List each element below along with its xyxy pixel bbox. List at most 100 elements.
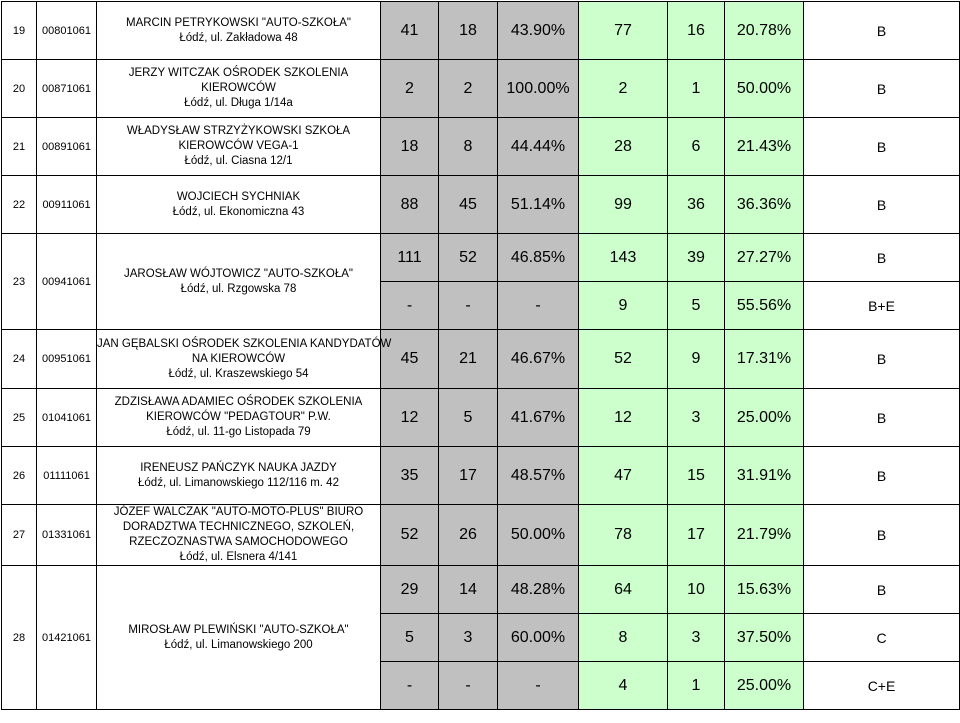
name-line: WOJCIECH SYCHNIAK (176, 190, 301, 203)
name-line: Łódź, ul. Limanowskiego 112/116 m. 42 (138, 476, 339, 489)
theory-attempts: 52 (380, 504, 439, 566)
name-line: IRENEUSZ PAŃCZYK NAUKA JAZDY (140, 461, 337, 474)
name-line: JÓZEF WALCZAK "AUTO-MOTO-PLUS" BIURO (113, 506, 364, 518)
name-line: Łódź, ul. Rzgowska 78 (180, 282, 297, 295)
name-line: KIEROWCÓW "PEDAGTOUR" P.W. (146, 411, 331, 423)
practical-pass-rate: 27.27% (724, 233, 804, 282)
school-code: 01111061 (36, 446, 97, 505)
theory-attempts: - (380, 281, 439, 330)
theory-attempts: 111 (380, 233, 439, 282)
school-code: 00871061 (36, 59, 97, 118)
theory-passed: 14 (438, 565, 498, 614)
school-name-address: JÓZEF WALCZAK "AUTO-MOTO-PLUS" BIURO DORA… (96, 504, 381, 566)
name-line: JAROSŁAW WÓJTOWICZ "AUTO-SZKOŁA" (123, 267, 354, 280)
theory-passed: 5 (438, 388, 498, 447)
name-line: Łódź, ul. Elsnera 4/141 (179, 551, 298, 563)
theory-attempts: 35 (380, 446, 439, 505)
row-number: 28 (1, 565, 37, 710)
theory-attempts: 2 (380, 59, 439, 118)
practical-passed: 10 (667, 565, 725, 614)
theory-passed: 2 (438, 59, 498, 118)
name-line: JERZY WITCZAK OŚRODEK SZKOLENIA (128, 67, 349, 79)
school-name-address: JAN GĘBALSKI OŚRODEK SZKOLENIA KANDYDATÓ… (96, 329, 392, 389)
theory-pass-rate: 48.57% (497, 446, 579, 505)
practical-pass-rate: 21.79% (724, 504, 804, 566)
practical-passed: 1 (667, 661, 725, 710)
row-number: 19 (1, 1, 37, 60)
practical-attempts: 2 (578, 59, 668, 118)
row-number: 27 (1, 504, 37, 566)
school-code: 00891061 (36, 117, 97, 176)
license-category: B (803, 329, 960, 389)
name-line: KIEROWCÓW (201, 82, 276, 94)
school-name-address: MIROSŁAW PLEWIŃSKI "AUTO-SZKOŁA" Łódź, ul… (96, 565, 381, 710)
name-line: KIEROWCÓW VEGA-1 (178, 140, 299, 152)
table-row: 19 00801061 MARCIN PETRYKOWSKI "AUTO-SZKOŁ… (1, 1, 960, 60)
row-number: 22 (1, 175, 37, 234)
theory-attempts: 88 (380, 175, 439, 234)
license-category: C+E (803, 661, 960, 710)
table-row: 26 01111061 IRENEUSZ PAŃCZYK NAUKA JAZDY Łó… (1, 446, 960, 505)
theory-attempts: 12 (380, 388, 439, 447)
row-number: 26 (1, 446, 37, 505)
practical-attempts: 9 (578, 281, 668, 330)
practical-pass-rate: 25.00% (724, 388, 804, 447)
theory-pass-rate: 60.00% (497, 613, 579, 662)
practical-passed: 3 (667, 388, 725, 447)
practical-passed: 5 (667, 281, 725, 330)
license-category: B (803, 1, 960, 60)
practical-attempts: 77 (578, 1, 668, 60)
theory-attempts: 45 (380, 329, 439, 389)
license-category: B (803, 388, 960, 447)
name-line: MIROSŁAW PLEWIŃSKI "AUTO-SZKOŁA" (128, 623, 349, 636)
school-code: 00941061 (36, 233, 97, 330)
theory-passed: 3 (438, 613, 498, 662)
practical-passed: 16 (667, 1, 725, 60)
license-category: B (803, 446, 960, 505)
name-line: NA KIEROWCÓW (191, 352, 286, 365)
practical-pass-rate: 50.00% (724, 59, 804, 118)
row-number: 21 (1, 117, 37, 176)
practical-pass-rate: 20.78% (724, 1, 804, 60)
table-row: 21 00891061 WŁADYSŁAW STRZYŻYKOWSKI SZKOŁA… (1, 117, 960, 176)
practical-passed: 1 (667, 59, 725, 118)
theory-passed: 17 (438, 446, 498, 505)
school-name-address: MARCIN PETRYKOWSKI "AUTO-SZKOŁA" Łódź, ul… (96, 1, 381, 60)
table-row: - - -9 5 55.56% B+E (2, 281, 960, 330)
practical-passed: 6 (667, 117, 725, 176)
license-category: B (803, 233, 960, 282)
theory-pass-rate: 100.00% (497, 59, 579, 118)
theory-passed: 45 (438, 175, 498, 234)
theory-passed: 8 (438, 117, 498, 176)
theory-pass-rate: - (497, 661, 579, 710)
license-category: B (803, 175, 960, 234)
practical-passed: 17 (667, 504, 725, 566)
theory-pass-rate: 50.00% (497, 504, 579, 566)
license-category: B+E (803, 281, 960, 330)
name-line: Łódź, ul. Kraszewskiego 54 (168, 367, 309, 380)
school-name-address: ZDZISŁAWA ADAMIEC OŚRODEK SZKOLENIA KIERO… (96, 388, 381, 447)
practical-passed: 36 (667, 175, 725, 234)
school-name-address: IRENEUSZ PAŃCZYK NAUKA JAZDY Łódź, ul. Li… (96, 446, 381, 505)
practical-attempts: 28 (578, 117, 668, 176)
theory-passed: - (438, 661, 498, 710)
name-line: JAN GĘBALSKI OŚRODEK SZKOLENIA KANDYDATÓ… (97, 337, 392, 350)
name-line: ZDZISŁAWA ADAMIEC OŚRODEK SZKOLENIA (114, 396, 363, 408)
name-line: Łódź, ul. 11-go Listopada 79 (166, 426, 311, 438)
practical-passed: 9 (667, 329, 725, 389)
table-row: 5 3 60.00% 8 3 37.50% C (2, 613, 960, 662)
table-row: - - -4 1 25.00% C+E (2, 661, 960, 710)
table-row: 20 00871061 JERZY WITCZAK OŚRODEK SZKOLENI… (1, 59, 960, 118)
license-category: B (803, 504, 960, 566)
theory-passed: 26 (438, 504, 498, 566)
school-code: 00801061 (36, 1, 97, 60)
license-category: B (803, 59, 960, 118)
table-row: 28 01421061 MIROSŁAW PLEWIŃSKI "AUTO-SZKOŁ… (1, 565, 960, 710)
practical-attempts: 12 (578, 388, 668, 447)
results-table: 19 00801061 MARCIN PETRYKOWSKI "AUTO-SZKOŁ… (1, 1, 960, 710)
theory-passed: 52 (438, 233, 498, 282)
school-code: 01041061 (36, 388, 97, 447)
practical-attempts: 8 (578, 613, 668, 662)
name-line: Łódź, ul. Ciasna 12/1 (184, 155, 293, 167)
practical-passed: 3 (667, 613, 725, 662)
